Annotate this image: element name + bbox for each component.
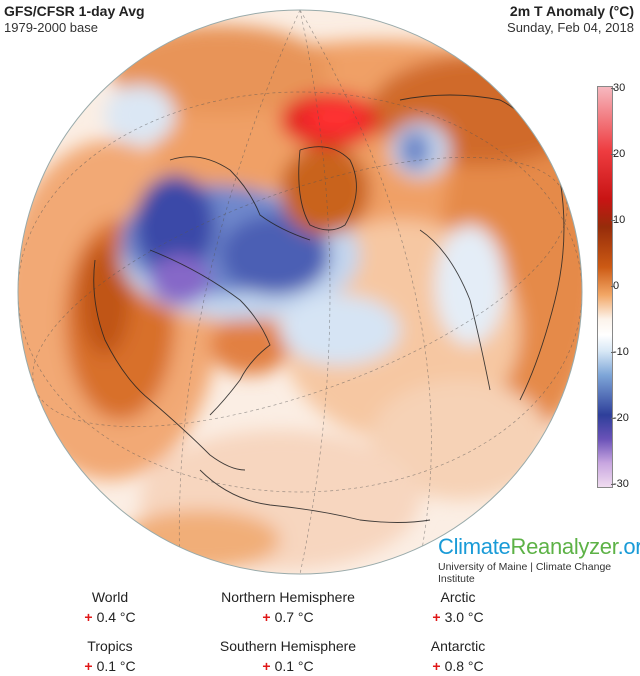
stat-value: 0.1 °C <box>274 658 314 674</box>
stat-label: Tropics <box>87 638 133 654</box>
stat-value: 0.4 °C <box>96 609 136 625</box>
color-scale-bar <box>597 86 613 488</box>
plus-sign: + <box>84 658 93 674</box>
stat-value: 0.7 °C <box>274 609 314 625</box>
plus-sign: + <box>262 609 271 625</box>
stat-value-row: +0.8 °C <box>408 658 508 674</box>
variable-title: 2m T Anomaly (°C) <box>509 3 634 19</box>
stat-value-row: +0.4 °C <box>60 609 160 625</box>
scale-tick: 0 <box>610 280 620 292</box>
stat-value-row: +0.7 °C <box>198 609 378 625</box>
stat-value-row: +0.1 °C <box>60 658 160 674</box>
map-title: GFS/CFSR 1-day Avg <box>4 3 145 19</box>
scale-tick: -20 <box>611 412 629 424</box>
stat-value: 0.8 °C <box>444 658 484 674</box>
stat-southern-hemisphere: Southern Hemisphere +0.1 °C <box>198 638 378 674</box>
stat-tropics: Tropics +0.1 °C <box>60 638 160 674</box>
brand-part: Climate <box>438 534 511 559</box>
scale-tick: 30 <box>610 82 626 94</box>
scale-tick: -10 <box>611 346 629 358</box>
stat-world: World +0.4 °C <box>60 589 160 625</box>
stat-value: 0.1 °C <box>96 658 136 674</box>
plus-sign: + <box>84 609 93 625</box>
scale-tick: 20 <box>610 148 626 160</box>
stat-value-row: +3.0 °C <box>408 609 508 625</box>
brand-part: .org <box>617 534 640 559</box>
brand-logo[interactable]: ClimateReanalyzer.org <box>438 534 640 560</box>
map-date: Sunday, Feb 04, 2018 <box>507 20 634 35</box>
brand-subtitle: University of Maine | Climate Change Ins… <box>438 561 612 585</box>
stat-arctic: Arctic +3.0 °C <box>408 589 508 625</box>
stat-value-row: +0.1 °C <box>198 658 378 674</box>
plus-sign: + <box>432 609 441 625</box>
stat-label: Antarctic <box>430 638 486 654</box>
stat-label: World <box>91 589 129 605</box>
scale-tick: -30 <box>611 478 629 490</box>
stat-label: Southern Hemisphere <box>219 638 357 654</box>
stat-label: Arctic <box>440 589 476 605</box>
map-subtitle: 1979-2000 base <box>4 20 98 35</box>
globe-disc <box>18 10 582 574</box>
plus-sign: + <box>262 658 271 674</box>
stat-northern-hemisphere: Northern Hemisphere +0.7 °C <box>198 589 378 625</box>
stat-antarctic: Antarctic +0.8 °C <box>408 638 508 674</box>
stat-label: Northern Hemisphere <box>221 589 355 605</box>
stat-value: 3.0 °C <box>444 609 484 625</box>
brand-part: Reanalyzer <box>510 534 618 559</box>
plus-sign: + <box>432 658 441 674</box>
scale-tick: 10 <box>610 214 626 226</box>
